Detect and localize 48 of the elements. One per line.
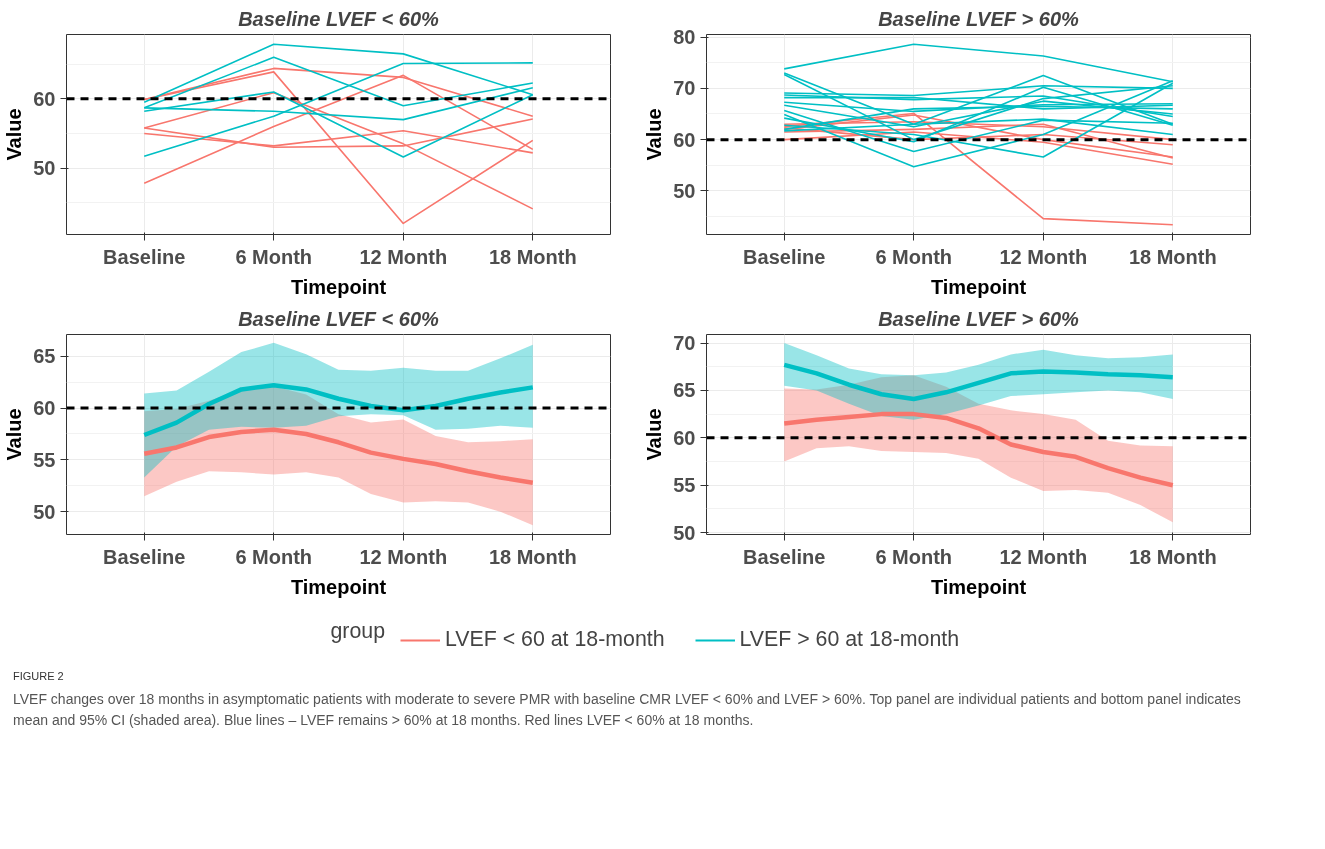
- x-tick-label: 12 Month: [999, 545, 1088, 568]
- chart-title: Baseline LVEF > 60%: [878, 7, 1080, 30]
- chart-title: Baseline LVEF < 60%: [238, 7, 440, 30]
- legend-title: group: [330, 618, 386, 643]
- y-axis-title: Value: [3, 108, 26, 161]
- y-tick-label: 70: [673, 332, 696, 355]
- x-tick-label: 12 Month: [999, 245, 1088, 268]
- x-axis-title: Timepoint: [290, 575, 387, 598]
- x-axis-title: Timepoint: [930, 275, 1027, 298]
- y-tick-label: 60: [33, 397, 56, 420]
- y-tick-label: 60: [33, 87, 56, 110]
- chart-title: Baseline LVEF > 60%: [878, 307, 1080, 330]
- x-tick-label: 6 Month: [875, 245, 953, 268]
- x-axis-title: Timepoint: [290, 275, 387, 298]
- y-tick-label: 80: [673, 26, 696, 49]
- x-tick-label: Baseline: [743, 545, 826, 568]
- y-tick-label: 65: [33, 345, 56, 368]
- x-tick-label: Baseline: [743, 245, 826, 268]
- y-tick-label: 60: [673, 426, 696, 449]
- legend-label: LVEF < 60 at 18-month: [445, 627, 665, 652]
- chart-title: Baseline LVEF < 60%: [238, 307, 440, 330]
- text: LVEF changes over 18 months in asymptomatic patients with moderate to severe PMR with baseline CMR LVEF < 60% and LVEF > 60%. Top panel are individual patients and bottom panel indicates mean and 95% CI (shaded area). Blue lines – LVEF remains > 60% at 18 months. Red lines LVEF < 60% at 18 months.: [13, 689, 1242, 730]
- x-tick-label: Baseline: [103, 545, 186, 568]
- y-tick-label: 70: [673, 77, 696, 100]
- y-tick-label: 55: [673, 474, 696, 497]
- y-axis-title: Value: [643, 108, 666, 161]
- y-tick-label: 50: [673, 179, 696, 202]
- y-tick-label: 55: [33, 448, 56, 471]
- y-axis-title: Value: [3, 408, 26, 461]
- x-tick-label: 18 Month: [488, 245, 577, 268]
- y-tick-label: 65: [673, 379, 696, 402]
- x-tick-label: Baseline: [103, 245, 186, 268]
- x-tick-label: 18 Month: [1128, 245, 1217, 268]
- y-tick-label: 60: [673, 128, 696, 151]
- y-axis-title: Value: [643, 408, 666, 461]
- x-tick-label: 6 Month: [875, 545, 953, 568]
- x-tick-label: 6 Month: [235, 545, 313, 568]
- x-axis-title: Timepoint: [930, 575, 1027, 598]
- y-tick-label: 50: [33, 157, 56, 180]
- x-tick-label: 18 Month: [1128, 545, 1217, 568]
- x-tick-label: 6 Month: [235, 245, 313, 268]
- y-tick-label: 50: [673, 521, 696, 544]
- x-tick-label: 18 Month: [488, 545, 577, 568]
- legend-label: LVEF > 60 at 18-month: [739, 627, 960, 652]
- x-tick-label: 12 Month: [359, 545, 448, 568]
- x-tick-label: 12 Month: [359, 245, 448, 268]
- caption: FIGURE 2: [13, 669, 65, 684]
- y-tick-label: 50: [33, 500, 56, 523]
